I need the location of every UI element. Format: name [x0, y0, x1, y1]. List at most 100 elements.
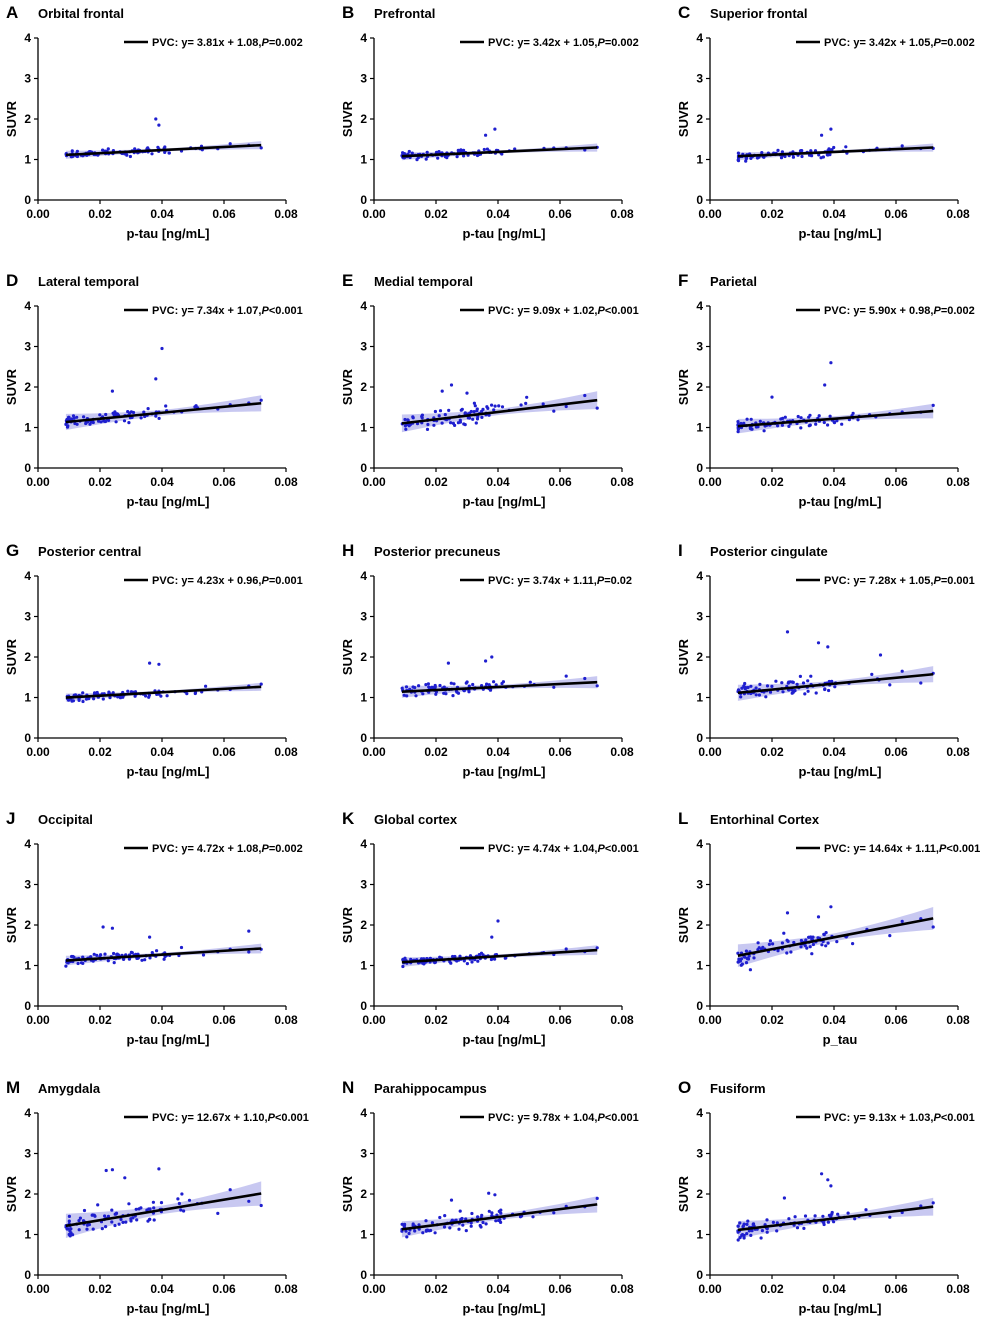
x-tick-label: 0.02 [88, 475, 112, 489]
y-tick-label: 1 [696, 153, 703, 167]
data-point [407, 1231, 411, 1236]
panel-title: Posterior cingulate [710, 544, 828, 559]
data-point [807, 424, 811, 428]
panel-letter: F [678, 271, 688, 290]
data-point [827, 1213, 832, 1217]
data-point [494, 683, 498, 687]
data-point [417, 1223, 421, 1227]
data-point [799, 416, 803, 420]
data-point [743, 681, 747, 686]
data-point [447, 408, 451, 412]
data-point [776, 424, 780, 428]
legend-equation: PVC: y= 3.74x + 1.11, [488, 575, 597, 587]
data-point [165, 694, 169, 698]
data-point [775, 1229, 779, 1233]
x-tick-label: 0.02 [424, 1013, 448, 1027]
y-tick-label: 4 [24, 569, 31, 583]
legend-text: PVC: y= 4.74x + 1.04,P<0.001 [488, 843, 639, 855]
legend-text: PVC: y= 3.74x + 1.11,P=0.02 [488, 575, 632, 587]
data-point [259, 398, 263, 402]
y-tick-label: 3 [360, 340, 367, 354]
data-point [176, 1197, 180, 1201]
data-point [155, 949, 159, 953]
x-tick-label: 0.06 [212, 1013, 236, 1027]
data-point [826, 423, 830, 427]
data-point [472, 401, 476, 405]
y-tick-label: 0 [360, 1268, 367, 1282]
data-point [775, 1221, 779, 1225]
data-point [810, 154, 814, 158]
y-tick-label: 3 [696, 1147, 703, 1161]
data-point [783, 154, 787, 159]
data-point [800, 149, 804, 153]
data-point [828, 414, 832, 418]
data-point [96, 1203, 100, 1207]
data-point [179, 945, 184, 950]
y-tick-label: 4 [24, 299, 31, 313]
data-point [75, 415, 79, 419]
data-point [454, 689, 459, 694]
data-point [422, 962, 426, 966]
data-point [461, 1223, 465, 1227]
y-tick-label: 2 [360, 650, 367, 664]
data-point [767, 942, 772, 947]
data-point [151, 1200, 155, 1204]
data-point [931, 925, 935, 929]
data-point [405, 1235, 409, 1239]
x-tick-label: 0.00 [698, 1282, 722, 1296]
data-point [438, 409, 443, 413]
panel-letter: L [678, 809, 688, 828]
data-point [776, 949, 780, 953]
data-point [101, 148, 105, 152]
data-point [486, 406, 490, 410]
x-tick-label: 0.08 [610, 1013, 634, 1027]
data-point [421, 692, 425, 696]
data-point [740, 686, 744, 690]
data-point [259, 682, 263, 686]
data-point [437, 414, 441, 418]
data-point [846, 1211, 850, 1215]
data-point [162, 957, 166, 961]
legend-p-label: P [261, 305, 269, 317]
data-point [844, 145, 848, 149]
data-point [770, 684, 774, 689]
data-point [754, 693, 758, 697]
panel-title: Parahippocampus [374, 1081, 487, 1096]
x-tick-label: 0.00 [362, 475, 386, 489]
y-tick-label: 2 [696, 112, 703, 126]
x-tick-label: 0.00 [26, 745, 50, 759]
regression-line [737, 672, 934, 695]
x-tick-label: 0.04 [486, 1013, 510, 1027]
x-tick-label: 0.02 [88, 1282, 112, 1296]
data-point [66, 424, 70, 428]
data-point [449, 681, 453, 685]
regression-line [737, 917, 934, 957]
data-point [71, 1233, 75, 1237]
panel-i: I Posterior cingulate 0 1 2 3 4 0.00 0.02 0.04 0.0… [676, 541, 975, 779]
data-point [104, 1225, 108, 1229]
data-point [919, 681, 923, 685]
data-point [799, 426, 803, 430]
data-point [817, 414, 821, 418]
x-tick-label: 0.08 [610, 207, 634, 221]
data-point [525, 395, 529, 399]
data-point [469, 409, 473, 414]
data-point [146, 407, 150, 411]
data-point [829, 361, 833, 365]
y-axis-label: SUVR [676, 100, 691, 137]
data-point [464, 681, 468, 685]
data-point [403, 1222, 407, 1226]
data-point [97, 419, 101, 423]
data-point [112, 951, 116, 956]
data-point [449, 1198, 454, 1202]
y-tick-label: 4 [360, 1106, 367, 1120]
legend-equation: PVC: y= 4.72x + 1.08, [152, 843, 261, 855]
y-tick-label: 3 [24, 1147, 31, 1161]
data-point [480, 415, 484, 419]
data-point [478, 1223, 482, 1228]
data-point [115, 952, 119, 956]
data-point [163, 145, 167, 149]
data-point [756, 941, 760, 945]
data-point [500, 152, 504, 156]
y-tick-label: 2 [360, 112, 367, 126]
